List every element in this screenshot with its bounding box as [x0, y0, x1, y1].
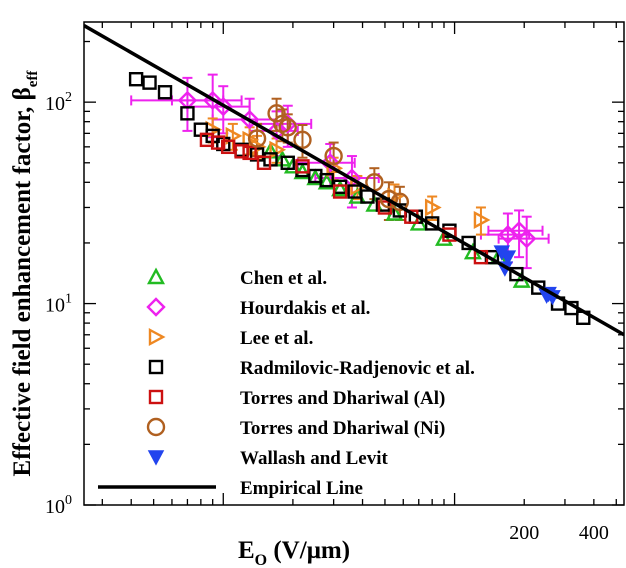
data-point — [306, 168, 325, 186]
legend-entry: Lee et al. — [148, 327, 313, 349]
data-point — [180, 106, 195, 121]
x-label-main: E — [238, 537, 255, 564]
x-tick-label: 200 — [509, 522, 539, 544]
data-point — [320, 153, 340, 173]
data-point — [256, 155, 272, 170]
data-point — [317, 172, 336, 190]
legend-entry: Wallash and Levit — [147, 448, 388, 469]
data-point — [509, 266, 524, 282]
data-point — [242, 145, 257, 161]
legend-entry: Hourdakis et al. — [146, 297, 370, 319]
data-point — [280, 155, 295, 170]
x-label-units-suffix: m) — [321, 537, 350, 564]
legend-entry: Empirical Line — [98, 478, 363, 499]
y-tick-label: 102 — [45, 90, 72, 115]
data-point — [247, 129, 267, 148]
legend: Chen et al. Hourdakis et al. Lee et al. Rad… — [98, 267, 475, 499]
legend-marker — [146, 297, 166, 317]
data-point — [332, 184, 348, 199]
legend-marker — [148, 389, 164, 405]
legend-label: Chen et al. — [240, 268, 327, 289]
legend-label: Torres and Dhariwal (Al) — [240, 388, 445, 409]
data-point — [142, 75, 157, 90]
legend-label: Radmilovic-Radjenovic et al. — [240, 358, 475, 379]
y-label-beta: β — [9, 87, 36, 100]
y-label-sub: eff — [25, 70, 41, 88]
x-label-units-prefix: (V/ — [267, 537, 308, 564]
y-tick-exponent: 2 — [65, 90, 72, 105]
y-tick-label: 100 — [45, 493, 72, 518]
empirical-line — [84, 24, 624, 337]
data-point — [220, 139, 236, 155]
legend-marker — [148, 327, 166, 347]
data-point — [295, 159, 310, 174]
data-point — [331, 179, 350, 197]
data-point — [434, 229, 454, 246]
data-point — [293, 130, 312, 150]
x-label-sub: O — [255, 552, 267, 568]
legend-entry: Torres and Dhariwal (Al) — [148, 388, 445, 409]
x-axis-label: EO (V/μm) — [238, 537, 350, 568]
data-point — [473, 210, 491, 230]
legend-marker — [148, 359, 164, 375]
y-label-main: Effective field enhancement factor, — [9, 100, 36, 476]
legend-label: Empirical Line — [240, 478, 363, 499]
data-point — [324, 146, 343, 166]
y-tick-base: 10 — [45, 93, 65, 115]
legend-marker — [146, 267, 166, 285]
data-point — [157, 85, 173, 100]
data-point — [498, 224, 518, 245]
data-point — [234, 144, 249, 159]
plot-frame — [83, 21, 625, 506]
legend-label: Wallash and Levit — [240, 448, 388, 469]
legend-label: Hourdakis et al. — [240, 298, 370, 319]
data-point — [379, 189, 399, 209]
x-label-mu: μ — [307, 537, 321, 564]
y-axis-label: Effective field enhancement factor, βeff — [9, 70, 41, 477]
data-point — [225, 126, 243, 145]
legend-entry: Radmilovic-Radjenovic et al. — [148, 358, 475, 379]
legend-marker — [146, 417, 166, 437]
data-point — [267, 104, 286, 123]
x-tick-label: 400 — [579, 522, 609, 544]
data-point — [266, 121, 287, 141]
y-tick-exponent: 0 — [65, 493, 72, 508]
y-tick-exponent: 1 — [65, 292, 72, 307]
legend-label: Lee et al. — [240, 328, 313, 349]
data-point — [128, 72, 144, 87]
data-point — [360, 189, 375, 204]
data-point — [517, 228, 537, 249]
plot-area — [84, 24, 624, 337]
data-point — [210, 135, 226, 150]
data-point — [319, 172, 334, 188]
y-tick-label: 101 — [45, 292, 72, 317]
legend-entry: Torres and Dhariwal (Ni) — [146, 417, 445, 439]
legend-entry: Chen et al. — [146, 267, 327, 289]
data-point — [499, 250, 517, 266]
legend-marker — [147, 450, 165, 466]
data-point — [278, 118, 297, 137]
data-layer — [84, 24, 624, 337]
data-point — [442, 227, 457, 242]
y-tick-base: 10 — [45, 295, 65, 317]
y-tick-base: 10 — [45, 496, 65, 518]
data-point — [424, 198, 442, 217]
legend-label: Torres and Dhariwal (Ni) — [240, 418, 445, 439]
